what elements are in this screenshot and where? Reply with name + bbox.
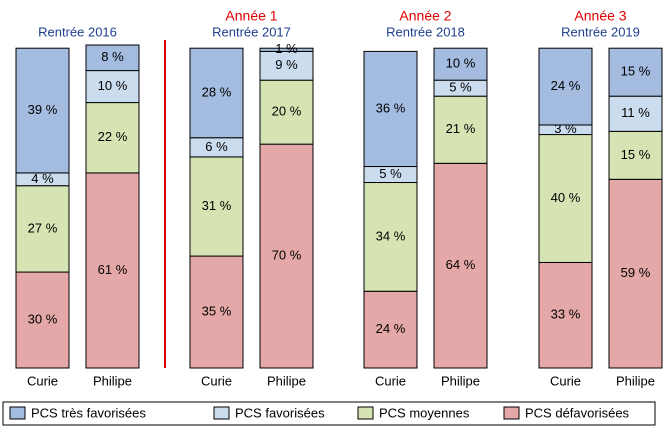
bar-segment xyxy=(433,95,488,164)
value-label: 5 % xyxy=(379,166,402,181)
bar-segment xyxy=(363,182,418,292)
x-tick-label: Curie xyxy=(27,373,58,388)
legend-label: PCS favorisées xyxy=(235,405,325,420)
bar-segment xyxy=(259,79,314,145)
value-label: 20 % xyxy=(272,104,302,119)
x-tick-label: Curie xyxy=(201,373,232,388)
bar-segment xyxy=(538,47,593,126)
x-tick-label: Philipe xyxy=(441,373,480,388)
bar-segment xyxy=(189,255,244,369)
value-label: 6 % xyxy=(205,139,228,154)
bar-segment xyxy=(15,271,70,369)
bar-segment xyxy=(363,290,418,369)
value-label: 8 % xyxy=(101,49,124,64)
legend-swatch xyxy=(503,406,520,420)
value-label: 59 % xyxy=(621,265,651,280)
value-label: 64 % xyxy=(446,257,476,272)
value-label: 24 % xyxy=(376,321,406,336)
bar-segment xyxy=(433,162,488,369)
x-tick-label: Curie xyxy=(375,373,406,388)
bar-segment xyxy=(608,130,663,180)
group-label: Rentrée 2017 xyxy=(212,24,291,39)
legend-swatch xyxy=(357,406,374,420)
group-label: Rentrée 2016 xyxy=(38,24,117,39)
group-year: Année 2 xyxy=(399,8,451,24)
value-label: 1 % xyxy=(275,41,298,56)
value-label: 35 % xyxy=(202,303,232,318)
value-label: 30 % xyxy=(28,311,58,326)
value-label: 4 % xyxy=(31,171,54,186)
bar-segment xyxy=(259,50,314,81)
value-label: 22 % xyxy=(98,129,128,144)
value-label: 34 % xyxy=(376,228,406,243)
value-label: 28 % xyxy=(202,84,232,99)
legend-label: PCS défavorisées xyxy=(525,405,630,420)
value-label: 15 % xyxy=(621,147,651,162)
bar-segment xyxy=(15,47,70,174)
value-label: 36 % xyxy=(376,100,406,115)
value-label: 61 % xyxy=(98,262,128,277)
value-label: 40 % xyxy=(551,190,581,205)
bar-segment xyxy=(15,185,70,273)
x-tick-label: Curie xyxy=(550,373,581,388)
bar-segment xyxy=(608,47,663,97)
value-label: 9 % xyxy=(275,57,298,72)
legend-swatch xyxy=(213,406,230,420)
bar-segment xyxy=(538,134,593,263)
legend-box xyxy=(2,401,656,426)
bar-segment xyxy=(259,47,314,52)
x-tick-label: Philipe xyxy=(267,373,306,388)
bar-segment xyxy=(608,95,663,132)
value-label: 5 % xyxy=(449,80,472,95)
bar-segment xyxy=(189,47,244,139)
value-label: 31 % xyxy=(202,198,232,213)
group-year: Année 1 xyxy=(225,8,277,24)
legend-label: PCS moyennes xyxy=(379,405,470,420)
bar-segment xyxy=(363,50,418,168)
x-tick-label: Philipe xyxy=(616,373,655,388)
value-label: 10 % xyxy=(446,56,476,71)
x-tick-label: Philipe xyxy=(93,373,132,388)
bar-segment xyxy=(608,178,663,369)
value-label: 11 % xyxy=(621,105,650,120)
value-label: 39 % xyxy=(28,102,58,117)
legend-label: PCS très favorisées xyxy=(31,405,146,420)
value-label: 21 % xyxy=(446,121,476,136)
value-label: 27 % xyxy=(28,220,58,235)
bar-segment xyxy=(85,70,140,104)
bar-segment xyxy=(538,261,593,369)
value-label: 70 % xyxy=(272,248,302,263)
group-label: Rentrée 2018 xyxy=(386,24,465,39)
group-year: Année 3 xyxy=(574,8,626,24)
value-label: 24 % xyxy=(551,78,581,93)
bar-segment xyxy=(85,102,140,174)
bar-segment xyxy=(433,47,488,81)
value-label: 10 % xyxy=(98,78,128,93)
bar-segment xyxy=(189,156,244,257)
legend-swatch xyxy=(9,406,26,420)
group-label: Rentrée 2019 xyxy=(561,24,640,39)
bar-segment xyxy=(259,143,314,369)
value-label: 33 % xyxy=(551,307,581,322)
bar-segment xyxy=(85,172,140,369)
bar-segment xyxy=(85,44,140,72)
value-label: 15 % xyxy=(621,64,651,79)
